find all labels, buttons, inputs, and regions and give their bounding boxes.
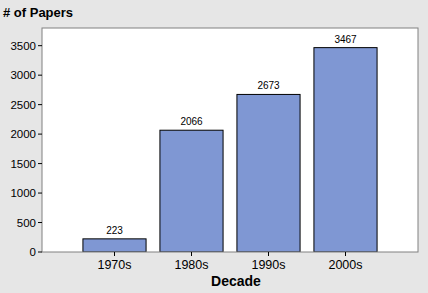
x-tick-label: 1990s — [251, 258, 285, 272]
background — [0, 0, 428, 293]
y-axis-label: # of Papers — [3, 5, 73, 20]
bar — [83, 239, 146, 252]
y-tick-label: 500 — [17, 217, 36, 229]
bar — [237, 94, 300, 252]
y-tick — [38, 134, 42, 135]
y-tick-label: 3000 — [10, 69, 36, 81]
chart-container: 223 2066 2673 3467 0 500 1000 1500 2000 2500 3000 3… — [0, 0, 428, 293]
data-label: 2673 — [257, 80, 280, 91]
y-tick — [38, 193, 42, 194]
y-tick — [38, 104, 42, 105]
x-tick — [345, 252, 346, 256]
data-label: 3467 — [334, 34, 357, 45]
y-tick-label: 0 — [30, 246, 36, 258]
data-label: 2066 — [180, 116, 203, 127]
bar — [160, 130, 223, 252]
y-tick — [38, 75, 42, 76]
x-tick — [191, 252, 192, 256]
x-axis-label: Decade — [211, 273, 261, 289]
plot-frame — [42, 28, 418, 252]
y-tick-label: 2000 — [10, 128, 36, 140]
bars — [83, 48, 377, 252]
y-tick-label: 1500 — [10, 158, 36, 170]
bar — [314, 48, 377, 252]
y-tick — [38, 252, 42, 253]
x-tick-label: 2000s — [328, 258, 362, 272]
x-tick — [114, 252, 115, 256]
chart-svg: 223 2066 2673 3467 0 500 1000 1500 2000 2500 3000 3… — [0, 0, 428, 293]
y-tick-label: 2500 — [10, 99, 36, 111]
y-tick — [38, 45, 42, 46]
x-tick-label: 1980s — [174, 258, 208, 272]
y-tick — [38, 163, 42, 164]
y-tick-label: 3500 — [10, 40, 36, 52]
y-tick-label: 1000 — [10, 187, 36, 199]
data-label: 223 — [106, 225, 123, 236]
x-tick — [268, 252, 269, 256]
x-tick-label: 1970s — [97, 258, 131, 272]
plot-area — [42, 28, 418, 252]
y-tick — [38, 222, 42, 223]
